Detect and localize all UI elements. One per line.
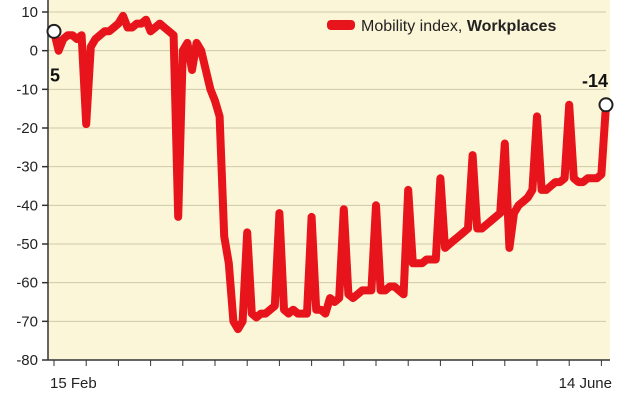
x-tick-label-start: 15 Feb: [50, 375, 97, 392]
series-lines: [50, 11, 610, 334]
y-tick-label: -10: [16, 81, 38, 98]
legend-label-regular: Mobility index,: [361, 18, 467, 35]
y-tick-label: -30: [16, 159, 38, 176]
callout-marker: [46, 23, 62, 39]
gridlines: [42, 11, 606, 361]
axes: [47, 0, 610, 366]
legend: Mobility index, Workplaces: [327, 18, 556, 35]
callout-label: -14: [582, 71, 608, 91]
y-tick-label: -20: [16, 120, 38, 137]
callout-marker: [598, 97, 614, 113]
y-tick-label: -80: [16, 352, 38, 369]
y-tick-label: -50: [16, 236, 38, 253]
legend-label: Mobility index, Workplaces: [361, 18, 556, 35]
y-tick-label: 10: [21, 4, 38, 21]
legend-label-bold: Workplaces: [467, 18, 557, 35]
y-tick-label: -40: [16, 197, 38, 214]
series-line-workplaces: [50, 11, 610, 334]
y-tick-label: -70: [16, 313, 38, 330]
y-tick-label: -60: [16, 275, 38, 292]
legend-swatch: [327, 20, 355, 30]
x-tick-label-end: 14 June: [559, 375, 612, 392]
callout-label: 5: [50, 65, 60, 85]
y-tick-labels: 10 0 -10 -20 -30 -40 -50 -60 -70 -80: [16, 4, 38, 369]
callouts: 5 -14: [46, 23, 614, 113]
y-tick-label: 0: [30, 43, 38, 60]
x-tick-labels: 15 Feb 14 June: [50, 375, 612, 392]
